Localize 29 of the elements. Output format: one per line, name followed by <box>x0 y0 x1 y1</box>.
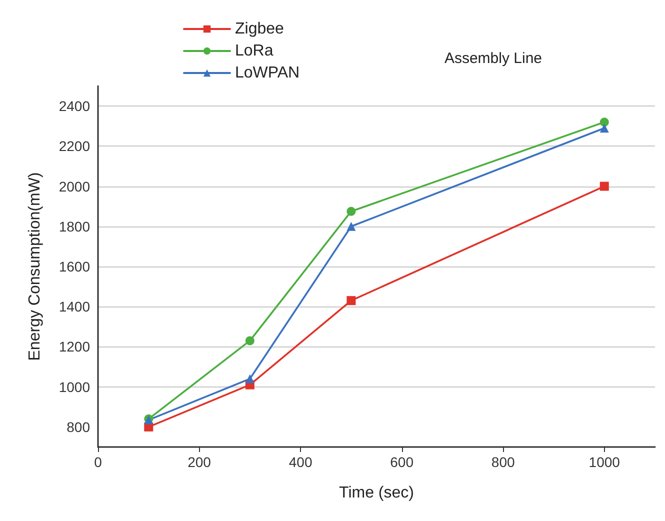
y-tick-label: 2400 <box>58 98 90 114</box>
x-tick-label: 200 <box>188 454 212 470</box>
legend-label: Zigbee <box>235 20 284 38</box>
y-tick-label: 1400 <box>58 298 90 315</box>
point <box>245 374 254 384</box>
y-tick-label: 1800 <box>58 218 90 234</box>
x-tick-label: 400 <box>288 454 312 470</box>
x-tick-label: 800 <box>491 454 515 470</box>
y-tick-label: 1000 <box>58 378 90 395</box>
point <box>600 182 609 191</box>
x-tick-label: 1000 <box>588 454 620 470</box>
point <box>600 124 609 133</box>
x-tick-label: 0 <box>94 454 102 470</box>
x-tick-label: 600 <box>390 454 414 470</box>
y-tick-label: 2200 <box>58 138 90 154</box>
legend-label: LoWPAN <box>235 64 300 82</box>
y-axis-title: Energy Consumption(mW) <box>26 172 44 361</box>
point <box>600 118 609 127</box>
point <box>346 296 356 306</box>
y-tick-label: 800 <box>66 418 90 435</box>
y-tick-label: 1200 <box>58 338 90 355</box>
chart-title: Assembly Line <box>444 50 542 67</box>
point <box>245 336 254 346</box>
x-axis-title: Time (sec) <box>339 484 414 502</box>
point <box>346 222 356 231</box>
point <box>346 206 356 216</box>
y-tick-label: 1600 <box>58 258 90 274</box>
legend-label: LoRa <box>235 42 274 60</box>
y-tick-label: 2000 <box>58 178 90 194</box>
